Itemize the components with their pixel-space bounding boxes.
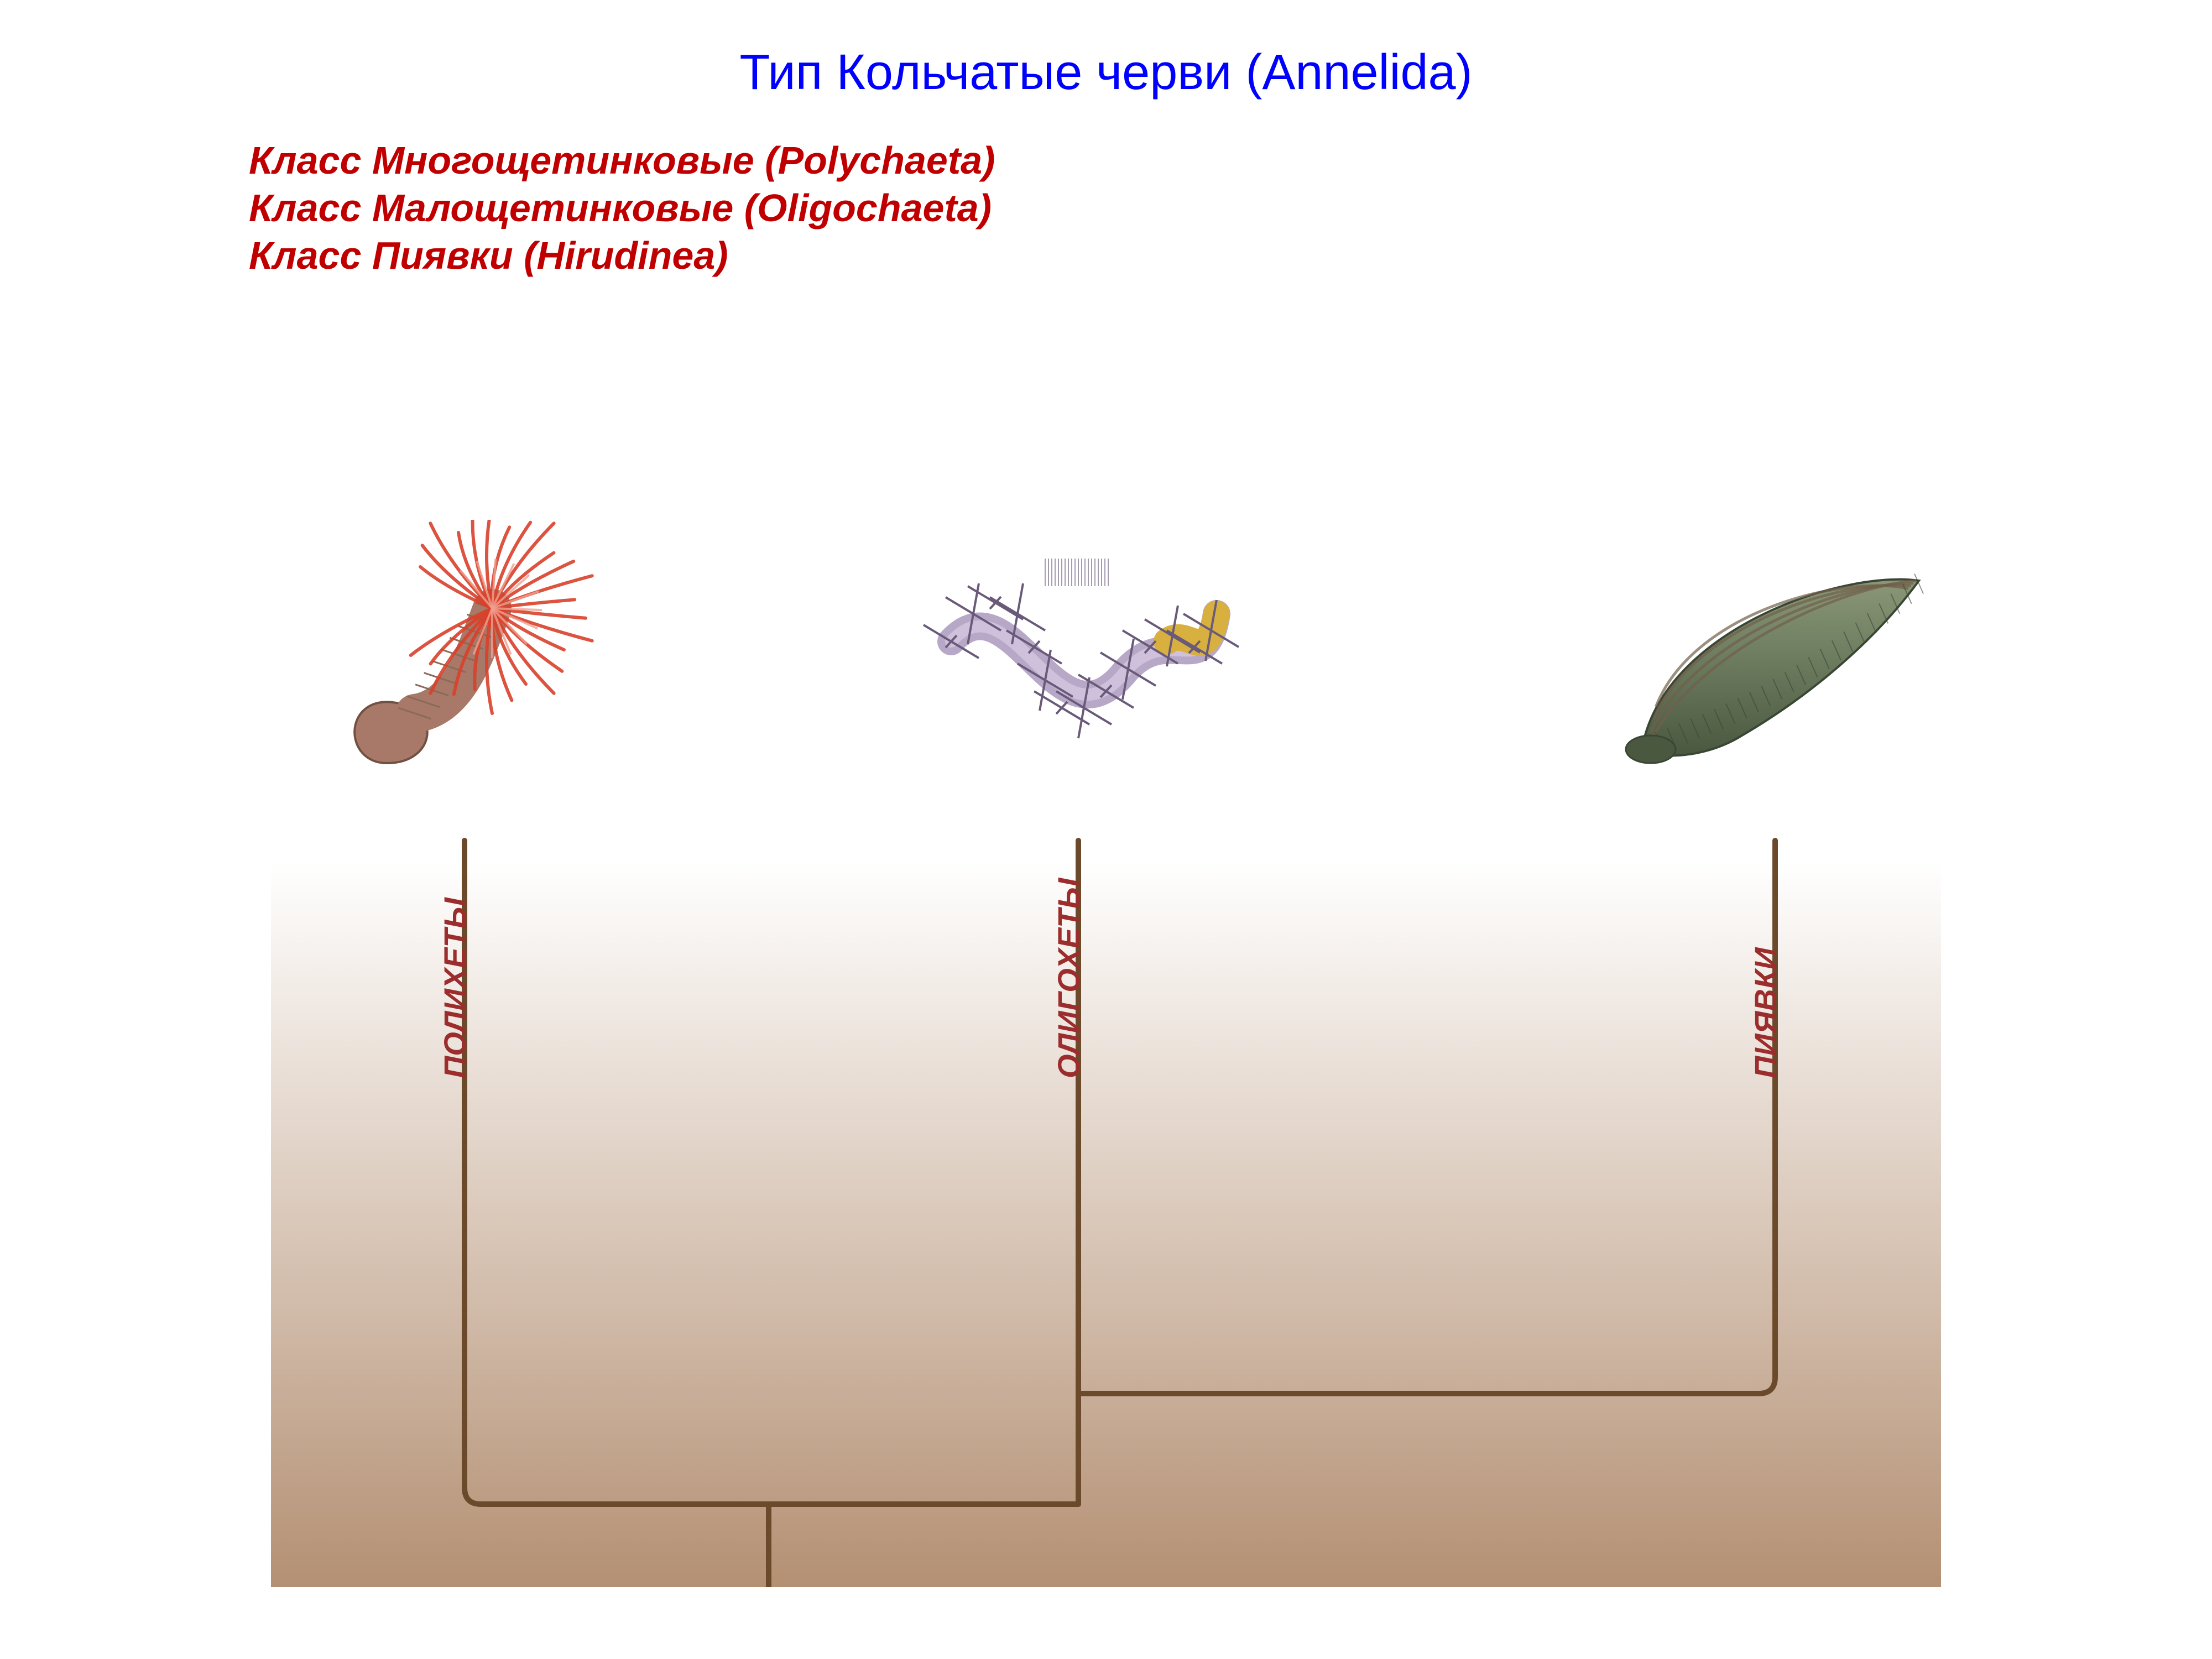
page-title: Тип Кольчатые черви (Annelida) xyxy=(0,44,2212,101)
phylogeny-diagram: ПОЛИХЕТЫ ОЛИГОХЕТЫ ПИЯВКИ xyxy=(271,520,1941,1587)
slide: Тип Кольчатые черви (Annelida) Класс Мно… xyxy=(0,0,2212,1659)
branch-label-leech: ПИЯВКИ xyxy=(1747,947,1783,1078)
class-item-polychaeta: Класс Многощетинковые (Polychaeta) xyxy=(249,138,995,182)
tree-svg xyxy=(271,520,1941,1587)
class-item-oligochaeta: Класс Малощетинковые (Oligochaeta) xyxy=(249,186,995,230)
class-list: Класс Многощетинковые (Polychaeta) Класс… xyxy=(249,138,995,281)
class-item-hirudinea: Класс Пиявки (Hirudinea) xyxy=(249,233,995,278)
branch-label-polychaete: ПОЛИХЕТЫ xyxy=(437,898,473,1078)
branch-label-oligochaete: ОЛИГОХЕТЫ xyxy=(1051,878,1087,1078)
